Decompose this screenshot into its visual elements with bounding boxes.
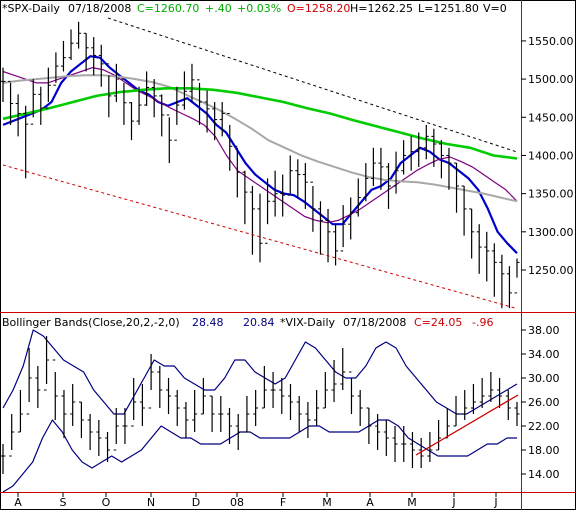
x-tick-label: S xyxy=(60,496,67,509)
vix-symbol: *VIX-Daily xyxy=(280,316,336,329)
vix-plot-area xyxy=(0,329,520,493)
spx-y-axis: 1550.00 1500.00 1450.00 1400.00 1350.00 1300.… xyxy=(521,35,574,277)
x-tick-label: A xyxy=(14,496,22,509)
spx-support-trendline xyxy=(2,164,516,309)
spx-symbol: *SPX-Daily xyxy=(2,2,60,15)
vix-y-tick-label: 30.00 xyxy=(528,372,560,385)
spx-date: 07/18/2008 xyxy=(68,2,131,15)
spx-y-tick-label: 1250.00 xyxy=(528,264,574,277)
vix-bollinger-upper-line xyxy=(2,329,518,415)
spx-sma-purple-line xyxy=(2,66,518,224)
vix-y-tick-label: 26.00 xyxy=(528,396,560,409)
x-tick-label: O xyxy=(102,496,111,509)
vix-change: -.96 xyxy=(472,316,493,329)
spx-high: H=1262.25 xyxy=(350,2,413,15)
spx-volume: V=0 xyxy=(483,2,507,15)
vix-date: 07/18/2008 xyxy=(343,316,406,329)
vix-y-axis: 38.00 34.00 30.00 26.00 22.00 18.00 14.00 xyxy=(521,324,560,481)
spx-y-tick-label: 1400.00 xyxy=(528,149,574,162)
x-tick-label: J xyxy=(493,496,497,509)
vix-y-tick-label: 34.00 xyxy=(528,348,560,361)
spx-plot-area xyxy=(0,21,520,309)
spx-y-tick-label: 1450.00 xyxy=(528,111,574,124)
x-axis: A S O N D 08 F M A M J J xyxy=(14,492,498,509)
x-tick-label: 08 xyxy=(230,496,244,509)
spx-sma-blue-line xyxy=(2,55,518,254)
vix-y-tick-label: 14.00 xyxy=(528,468,560,481)
spx-pct-change: +0.03% xyxy=(237,2,281,15)
bollinger-label: Bollinger Bands(Close,20,2,-2,0) xyxy=(2,316,180,329)
vix-close: C=24.05 xyxy=(414,316,462,329)
vix-y-tick-label: 38.00 xyxy=(528,324,560,337)
spx-close: C=1260.70 xyxy=(137,2,199,15)
x-tick-label: M xyxy=(407,496,417,509)
x-tick-label: N xyxy=(147,496,155,509)
spx-low: L=1251.80 xyxy=(418,2,479,15)
spx-y-tick-label: 1550.00 xyxy=(528,35,574,48)
vix-bollinger-lower-line xyxy=(2,419,517,493)
x-tick-label: J xyxy=(451,496,455,509)
spx-change: +.40 xyxy=(205,2,232,15)
x-tick-label: M xyxy=(322,496,332,509)
vix-support-trendline xyxy=(415,394,519,456)
spx-y-tick-label: 1350.00 xyxy=(528,188,574,201)
vix-y-tick-label: 22.00 xyxy=(528,420,560,433)
bollinger-upper-value: 28.48 xyxy=(192,316,224,329)
vix-y-tick-label: 18.00 xyxy=(528,444,560,457)
spx-sma-green-line xyxy=(2,87,518,160)
spx-trendlines xyxy=(2,17,518,309)
spx-y-tick-label: 1300.00 xyxy=(528,226,574,239)
x-tick-label: F xyxy=(280,496,286,509)
spx-sma-gray-line xyxy=(2,74,518,203)
spx-open: O=1258.20 xyxy=(287,2,350,15)
vix-header: Bollinger Bands(Close,20,2,-2,0) 28.48 2… xyxy=(2,316,493,329)
vix-trendline xyxy=(415,394,519,456)
x-tick-label: A xyxy=(366,496,374,509)
spx-header: *SPX-Daily 07/18/2008 C=1260.70 +.40 +0.… xyxy=(2,2,507,15)
bollinger-lower-value: 20.84 xyxy=(243,316,275,329)
spx-y-tick-label: 1500.00 xyxy=(528,73,574,86)
x-tick-label: D xyxy=(192,496,200,509)
